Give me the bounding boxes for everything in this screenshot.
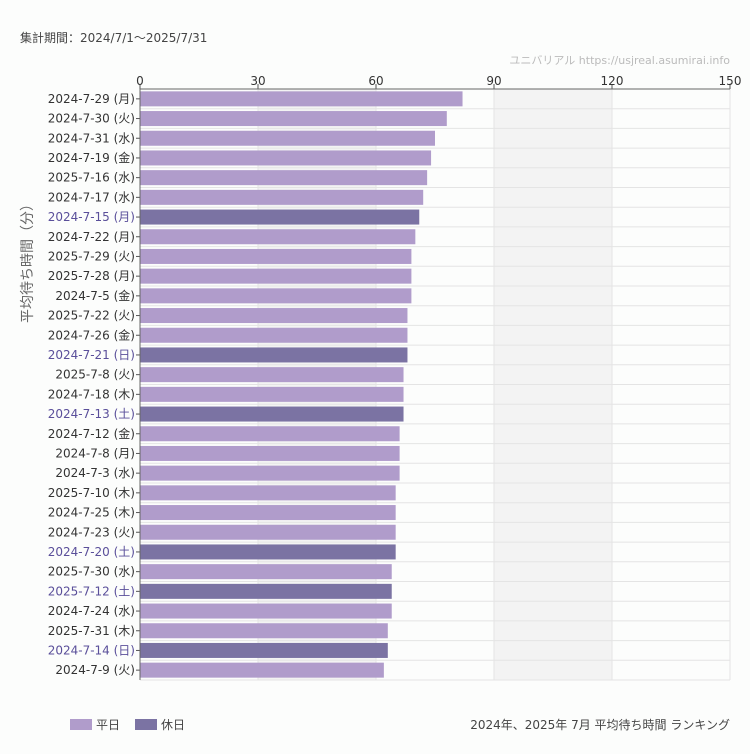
bar-weekday xyxy=(140,485,396,501)
y-tick-label: 2024-7-9 (火) xyxy=(55,663,135,677)
bar-weekday xyxy=(140,150,432,166)
y-tick-label: 2024-7-22 (月) xyxy=(48,230,135,244)
bar-holiday xyxy=(140,544,396,560)
x-tick-label: 0 xyxy=(136,74,144,88)
bar-weekday xyxy=(140,268,412,284)
legend-swatch-weekday xyxy=(70,719,92,730)
y-axis-label: 平均待ち時間（分） xyxy=(20,197,36,323)
x-tick-label: 60 xyxy=(368,74,383,88)
bar-weekday xyxy=(140,248,412,264)
bar-weekday xyxy=(140,662,384,678)
y-tick-label: 2024-7-17 (水) xyxy=(48,190,135,204)
y-tick-label: 2024-7-18 (木) xyxy=(48,387,135,401)
bar-weekday xyxy=(140,170,428,186)
bar-weekday xyxy=(140,367,404,383)
y-tick-label: 2024-7-19 (金) xyxy=(48,150,135,165)
y-tick-label: 2025-7-8 (火) xyxy=(55,368,135,382)
bar-weekday xyxy=(140,308,408,324)
y-tick-label: 2025-7-29 (火) xyxy=(48,249,135,263)
bar-weekday xyxy=(140,111,447,127)
legend-swatch-holiday xyxy=(135,719,157,730)
bar-weekday xyxy=(140,327,408,343)
x-tick-label: 90 xyxy=(486,74,501,88)
y-tick-label: 2024-7-5 (金) xyxy=(55,288,135,303)
bar-holiday xyxy=(140,209,420,225)
y-tick-label: 2025-7-10 (木) xyxy=(48,486,135,500)
bar-weekday xyxy=(140,130,435,146)
y-tick-label: 2024-7-12 (金) xyxy=(48,426,135,441)
y-tick-label: 2024-7-3 (水) xyxy=(55,466,135,480)
y-tick-label: 2024-7-14 (日) xyxy=(48,643,135,657)
bar-weekday xyxy=(140,603,392,619)
bar-weekday xyxy=(140,426,400,442)
y-tick-label: 2024-7-24 (水) xyxy=(48,604,135,618)
bar-weekday xyxy=(140,524,396,540)
bar-weekday xyxy=(140,564,392,580)
period-label: 集計期間：2024/7/1～2025/7/31 xyxy=(20,30,207,45)
bar-weekday xyxy=(140,505,396,521)
legend-label-weekday: 平日 xyxy=(96,718,120,732)
y-tick-label: 2024-7-13 (土) xyxy=(48,407,135,421)
x-tick-label: 150 xyxy=(719,74,742,88)
y-tick-label: 2025-7-16 (水) xyxy=(48,171,135,185)
bar-weekday xyxy=(140,465,400,481)
source-label[interactable]: ユニバリアル https://usjreal.asumirai.info xyxy=(509,54,730,67)
y-tick-label: 2024-7-21 (日) xyxy=(48,348,135,362)
y-tick-label: 2024-7-29 (月) xyxy=(48,92,135,106)
bar-weekday xyxy=(140,623,388,639)
y-tick-label: 2024-7-31 (水) xyxy=(48,131,135,145)
bar-weekday xyxy=(140,288,412,304)
bar-weekday xyxy=(140,189,424,205)
x-tick-label: 30 xyxy=(250,74,265,88)
bar-holiday xyxy=(140,347,408,363)
bar-holiday xyxy=(140,583,392,599)
y-tick-label: 2024-7-20 (土) xyxy=(48,545,135,559)
x-tick-label: 120 xyxy=(601,74,624,88)
legend-label-holiday: 休日 xyxy=(161,718,185,732)
bar-holiday xyxy=(140,406,404,422)
bar-weekday xyxy=(140,445,400,461)
bar-weekday xyxy=(140,91,463,107)
footer-title: 2024年、2025年 7月 平均待ち時間 ランキング xyxy=(470,718,730,732)
y-tick-label: 2024-7-15 (月) xyxy=(48,210,135,224)
bar-weekday xyxy=(140,229,416,245)
y-tick-label: 2025-7-22 (火) xyxy=(48,309,135,323)
y-tick-label: 2025-7-28 (月) xyxy=(48,269,135,283)
y-tick-label: 2025-7-12 (土) xyxy=(48,584,135,598)
y-tick-label: 2024-7-8 (月) xyxy=(55,446,135,460)
y-tick-label: 2024-7-25 (木) xyxy=(48,506,135,520)
y-tick-label: 2024-7-30 (火) xyxy=(48,112,135,126)
bar-weekday xyxy=(140,386,404,402)
y-tick-label: 2024-7-23 (火) xyxy=(48,525,135,539)
bar-holiday xyxy=(140,642,388,658)
y-tick-label: 2025-7-31 (木) xyxy=(48,624,135,638)
y-tick-label: 2025-7-30 (水) xyxy=(48,565,135,579)
y-tick-label: 2024-7-26 (金) xyxy=(48,327,135,342)
